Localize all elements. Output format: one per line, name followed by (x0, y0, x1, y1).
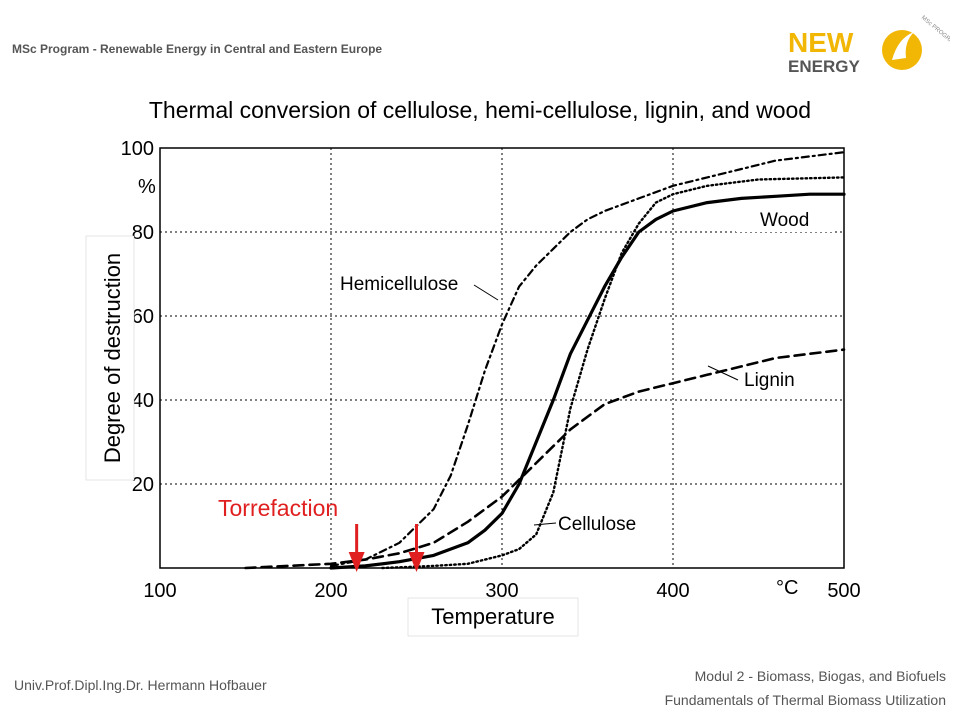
series-line-wood (329, 192, 846, 570)
lignin-label: Lignin (744, 370, 795, 391)
ylabel-box (85, 235, 135, 481)
slide-title: Thermal conversion of cellulose, hemi-ce… (148, 97, 812, 123)
x-unit-label: °C (776, 577, 798, 599)
footer-course: Fundamentals of Thermal Biomass Utilizat… (664, 692, 946, 708)
x-tick-label: 200 (314, 580, 347, 602)
logo-text-energy: ENERGY (788, 57, 860, 76)
wood-label-box (736, 206, 834, 232)
footer-module: Modul 2 - Biomass, Biogas, and Biofuels (694, 668, 946, 684)
y-unit-label: % (138, 176, 156, 198)
grid-lines (160, 148, 844, 568)
y-tick-label: 60 (132, 306, 154, 328)
torrefaction-arrows (348, 524, 425, 572)
logo-text-new: NEW (788, 27, 854, 58)
y-tick-label: 100 (121, 138, 154, 160)
x-tick-label: 300 (485, 580, 518, 602)
x-axis-label: Temperature (431, 604, 555, 629)
program-header: MSc Program - Renewable Energy in Centra… (12, 42, 383, 56)
series-line-cellulose (381, 176, 846, 570)
y-tick-labels: 20 40 60 80 100 (121, 138, 154, 496)
hemicellulose-leader (473, 284, 499, 301)
series-line-hemicellulose (329, 151, 846, 568)
y-tick-label: 40 (132, 390, 154, 412)
torrefaction-arrow-head-icon (408, 552, 425, 572)
logo-swoosh-icon (892, 32, 914, 60)
x-tick-label: 100 (143, 580, 176, 602)
lignin-leader (707, 365, 739, 381)
x-tick-label: 500 (827, 580, 860, 602)
new-energy-logo: NEW ENERGY MSc PROGRAM (788, 15, 950, 76)
wood-label: Wood (760, 210, 809, 231)
torrefaction-label: Torrefaction (218, 495, 338, 521)
x-tick-labels: 100 200 300 400 500 (143, 580, 860, 602)
y-axis-label: Degree of destruction (100, 253, 125, 463)
x-tick-label: 400 (656, 580, 689, 602)
series-line-lignin (244, 348, 846, 570)
cellulose-leader (533, 522, 557, 526)
y-tick-label: 20 (132, 474, 154, 496)
torrefaction-arrow-head-icon (348, 552, 365, 572)
xlabel-box (407, 597, 579, 637)
series-lines (244, 151, 846, 570)
cellulose-label: Cellulose (558, 514, 636, 535)
footer-author: Univ.Prof.Dipl.Ing.Dr. Hermann Hofbauer (14, 677, 267, 693)
hemicellulose-label: Hemicellulose (340, 274, 458, 295)
y-tick-label: 80 (132, 222, 154, 244)
